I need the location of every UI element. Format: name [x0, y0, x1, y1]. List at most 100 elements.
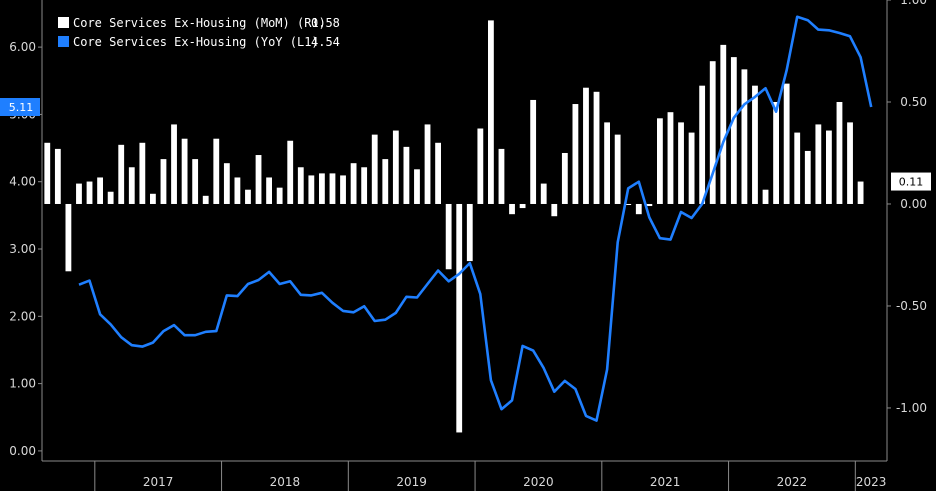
mom-bar: [604, 122, 610, 204]
mom-bar: [498, 148, 505, 204]
left-callout-value: 5.11: [9, 101, 34, 114]
legend-value-mom: 0.58: [311, 16, 340, 30]
mom-bar: [699, 85, 706, 204]
year-label: 2020: [523, 475, 554, 489]
right-tick-label: 0.00: [900, 197, 927, 211]
mom-bar: [688, 132, 695, 204]
mom-bar: [709, 61, 716, 204]
mom-bar: [667, 112, 674, 204]
legend-label-yoy: Core Services Ex-Housing (YoY (L1): [73, 35, 319, 49]
mom-bar: [139, 142, 146, 204]
yoy-line-layer: [78, 15, 873, 422]
mom-bar: [319, 173, 325, 204]
mom-bar: [540, 183, 547, 204]
left-tick-label: 3.00: [9, 242, 36, 256]
mom-bar: [445, 203, 452, 270]
mom-bar: [826, 130, 832, 204]
right-tick-label: -1.00: [896, 401, 927, 415]
mom-bar: [340, 175, 346, 204]
mom-bar: [276, 187, 283, 204]
mom-bar: [234, 177, 241, 204]
year-label: 2018: [270, 475, 301, 489]
year-label: 2023: [856, 475, 887, 489]
mom-bar: [857, 181, 864, 204]
left-tick-label: 2.00: [9, 309, 36, 323]
yoy-line: [78, 15, 873, 422]
legend-value-yoy: 4.54: [311, 35, 340, 49]
year-label: 2019: [396, 475, 427, 489]
mom-bars: [44, 20, 864, 433]
mom-bar: [635, 203, 642, 215]
mom-bar: [403, 146, 410, 204]
left-tick-label: 6.00: [9, 40, 36, 54]
mom-bar: [245, 189, 251, 204]
legend: Core Services Ex-Housing (MoM) (R1) 0.58…: [58, 16, 340, 49]
left-tick-label: 0.00: [9, 444, 36, 458]
mom-bar: [583, 87, 589, 204]
mom-bar: [350, 163, 357, 204]
mom-bar: [181, 138, 188, 204]
mom-bar: [762, 189, 769, 204]
mom-bar: [382, 159, 389, 204]
mom-bar: [44, 142, 51, 204]
mom-bar: [509, 203, 515, 215]
mom-bar: [97, 177, 103, 204]
mom-bar: [308, 175, 315, 204]
year-label: 2022: [777, 475, 808, 489]
mom-bar: [255, 155, 262, 204]
mom-bar: [65, 203, 72, 272]
mom-bar: [804, 150, 811, 204]
mom-bar: [593, 91, 600, 204]
mom-bar: [530, 99, 537, 204]
mom-bar: [519, 203, 526, 209]
mom-bar: [720, 44, 727, 204]
mom-bar: [488, 20, 494, 204]
year-label: 2021: [650, 475, 681, 489]
right-tick-label: 0.50: [900, 95, 927, 109]
mom-bar: [118, 144, 125, 204]
axes: 0.001.002.003.004.005.006.001.000.500.00…: [9, 0, 927, 491]
mom-bar: [266, 177, 272, 204]
mom-bar: [572, 104, 579, 204]
right-tick-label: 1.00: [900, 0, 927, 7]
mom-bar: [160, 159, 167, 204]
mom-bar: [414, 169, 420, 204]
mom-bar: [361, 167, 368, 204]
legend-swatch-mom: [58, 17, 69, 28]
mom-bar: [107, 191, 114, 204]
left-callout-box: [0, 98, 40, 117]
right-callout-box: [891, 172, 931, 191]
mom-bar: [730, 57, 737, 204]
mom-bar: [657, 118, 663, 204]
mom-bar: [424, 124, 431, 204]
mom-bar: [625, 203, 632, 205]
mom-bar: [678, 122, 684, 204]
mom-bar: [551, 203, 558, 217]
mom-bar: [847, 122, 853, 204]
mom-bar: [392, 130, 399, 204]
mom-bar: [128, 167, 135, 204]
mom-bar: [202, 195, 209, 204]
mom-bar: [456, 203, 463, 433]
legend-swatch-yoy: [58, 36, 69, 47]
mom-bar: [297, 167, 304, 204]
right-callout-value: 0.11: [899, 176, 924, 189]
mom-bar: [752, 85, 758, 204]
mom-bar: [614, 134, 621, 204]
legend-label-mom: Core Services Ex-Housing (MoM) (R1): [73, 16, 326, 30]
left-tick-label: 1.00: [9, 377, 36, 391]
mom-bar: [76, 183, 82, 204]
mom-bar: [836, 101, 843, 204]
callouts: 5.11 0.11: [0, 98, 931, 191]
mom-bar: [741, 69, 748, 204]
mom-bar: [466, 203, 473, 262]
mom-bar: [371, 134, 378, 204]
mom-bar: [783, 83, 790, 204]
mom-bar: [477, 128, 484, 204]
mom-bar: [646, 203, 653, 207]
mom-bar: [329, 173, 336, 204]
mom-bar: [86, 181, 93, 204]
left-tick-label: 4.00: [9, 175, 36, 189]
mom-bar: [794, 132, 801, 204]
